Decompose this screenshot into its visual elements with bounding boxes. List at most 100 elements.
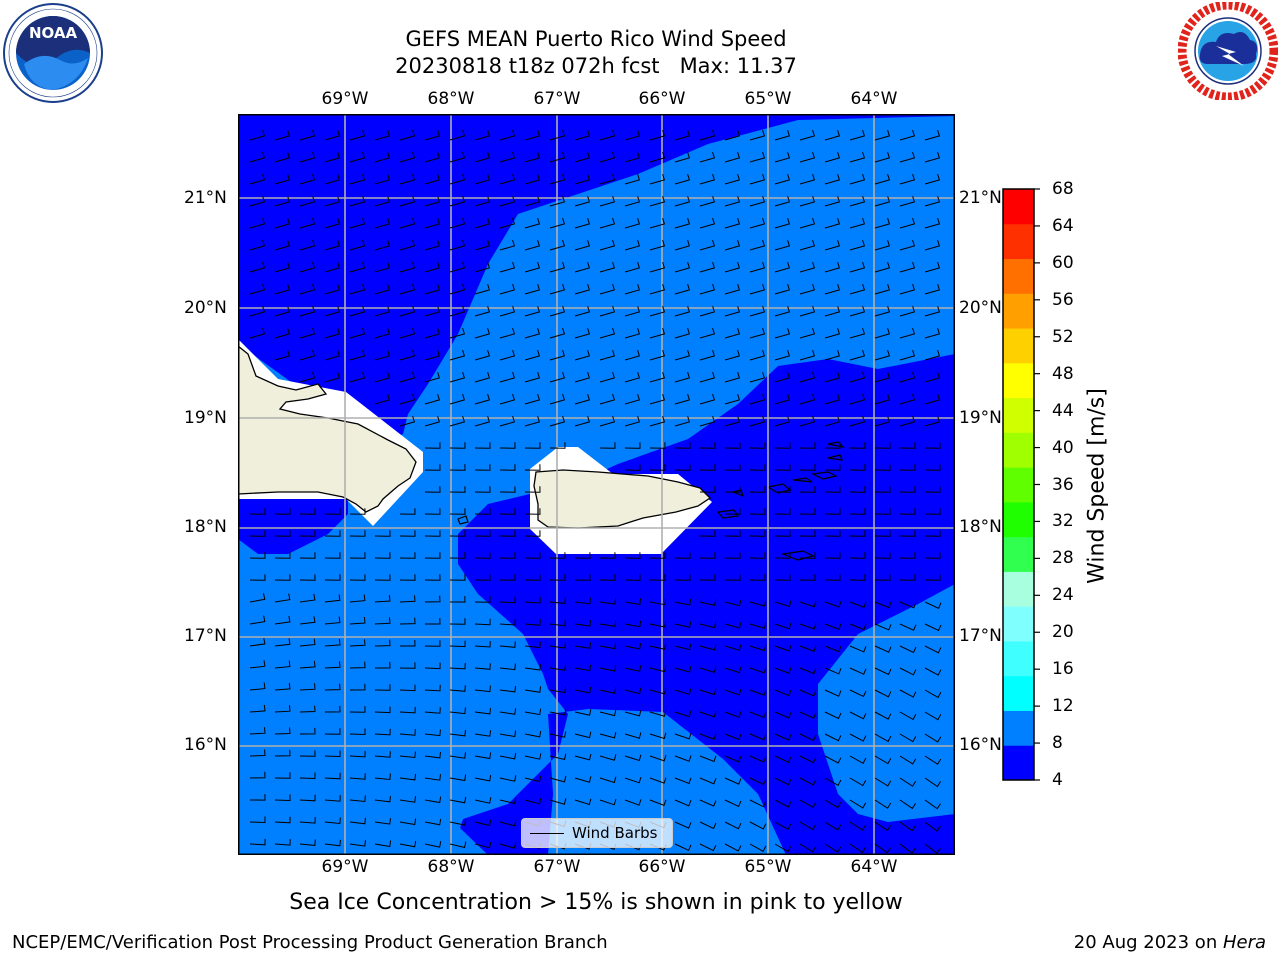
footer-branch: NCEP/EMC/Verification Post Processing Pr… [12,932,608,953]
wind-barb [324,173,341,185]
wind-barb [899,530,916,537]
wind-barb [574,798,592,806]
wind-barb [899,415,916,427]
wind-barb [424,393,441,405]
wind-barb [449,640,466,648]
wind-barb [374,617,391,625]
wind-barb [549,239,566,251]
wind-barb [874,129,891,141]
wind-barb [374,706,391,714]
wind-barb [474,774,492,782]
wind-barb [574,731,592,739]
wind-barb [299,750,316,757]
wind-barb [249,593,266,603]
wind-barb [425,617,441,625]
wind-barb [849,239,866,251]
wind-barb [274,638,291,647]
wind-barb [599,754,617,761]
wind-barb [899,393,916,405]
wind-barb [774,327,791,339]
wind-barb [799,464,816,471]
wind-barb [924,151,941,163]
wind-barb [799,442,816,449]
wind-barb [424,841,442,848]
wind-barb [374,195,391,207]
wind-barb [824,711,842,720]
wind-barb [324,772,341,780]
wind-barb [899,689,917,698]
wind-barb [349,283,366,295]
wind-barb [374,751,391,758]
wind-barb [699,574,716,581]
wind-barb [549,442,566,449]
wind-barb [374,217,391,229]
wind-barb [749,415,766,427]
wind-barb [474,195,491,207]
wind-barb [899,371,916,383]
wind-barb [699,129,716,141]
wind-barb [324,795,341,802]
wind-barb [449,774,467,782]
wind-barb [299,552,316,559]
wind-barb [499,464,516,471]
wind-barb [499,685,516,693]
nws-logo-icon [1178,2,1278,100]
wind-barb [499,641,516,648]
wind-barb [274,195,291,207]
wind-barb [274,749,291,757]
wind-barb [424,464,441,471]
wind-barb [649,710,667,717]
wind-barb [249,530,266,537]
wind-barb [449,618,466,625]
wind-barb [549,151,566,163]
wind-barb [499,327,516,339]
wind-barb [499,195,516,207]
wind-barb [249,682,266,691]
wind-barb [349,305,366,317]
wind-barb [374,684,391,691]
wind-barb [449,195,466,207]
colorbar-tick-label: 44 [1052,400,1074,421]
wind-barb [249,660,266,669]
wind-barb [624,620,642,628]
wind-barb [724,464,741,471]
colorbar-tick-label: 64 [1052,215,1074,236]
wind-barb [249,704,266,713]
wind-barb [399,818,417,826]
wind-barb [424,283,441,295]
wind-barb [824,129,841,141]
wind-barb [599,620,617,627]
wind-barb [624,305,641,317]
wind-barb [474,393,491,405]
wind-barb [499,173,516,185]
wind-barb [824,239,841,251]
wind-barb [374,639,391,647]
wind-barb [699,415,716,427]
wind-barb [349,173,366,185]
wind-barb [624,643,642,650]
wind-barb [924,755,942,765]
wind-barb [474,217,491,229]
lat-label-right: 18°N [959,517,1002,537]
wind-barb [874,195,891,207]
wind-barb [899,601,917,609]
wind-barb [699,755,717,763]
wind-barb [824,623,842,630]
wind-barb [749,349,766,361]
wind-barb [724,349,741,361]
wind-barb [524,530,541,537]
wind-barb [399,530,416,537]
wind-barb [524,641,541,649]
wind-barb [374,393,391,405]
wind-barb [324,508,341,515]
wind-barb [899,464,916,471]
wind-barb [774,667,792,674]
wind-barb [799,151,816,163]
wind-barb [249,816,266,824]
wind-barb [899,151,916,163]
wind-barb [824,755,842,764]
colorbar-segment [1003,606,1034,642]
wind-barb [849,552,866,559]
wind-barb [899,442,916,449]
wind-barb [649,415,666,427]
